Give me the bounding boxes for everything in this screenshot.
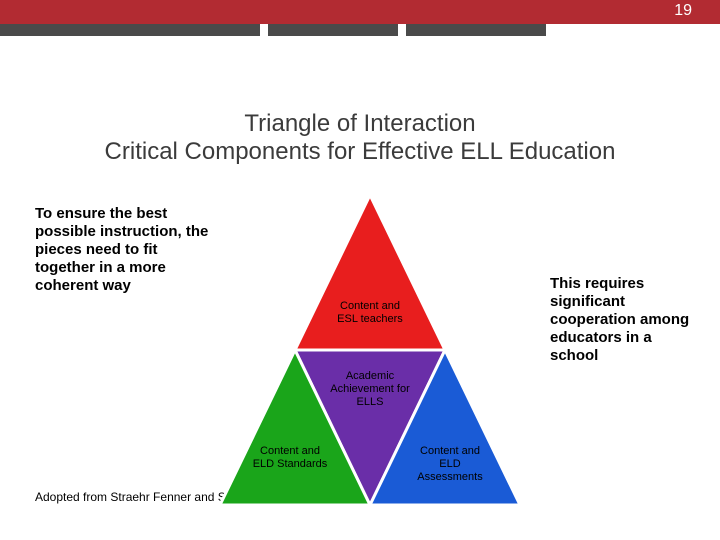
triangle-diagram: Content and ESL teachers Academic Achiev…	[220, 195, 520, 515]
title-line-1: Triangle of Interaction	[80, 110, 640, 138]
title-line-2: Critical Components for Effective ELL Ed…	[80, 138, 640, 166]
header-stripe-gray	[268, 24, 398, 36]
page-number: 19	[674, 2, 692, 20]
slide-title: Triangle of Interaction Critical Compone…	[80, 110, 640, 166]
header-stripe-red	[0, 0, 720, 24]
triangle-label-center: Academic Achievement for ELLS	[328, 370, 412, 410]
left-side-text: To ensure the best possible instruction,…	[35, 205, 215, 295]
header-stripe-gray	[406, 24, 546, 36]
header-stripe-gray	[0, 24, 260, 36]
triangle-label-left: Content and ELD Standards	[250, 445, 330, 471]
slide: 19 Triangle of Interaction Critical Comp…	[0, 0, 720, 540]
right-side-text: This requires significant cooperation am…	[550, 275, 700, 365]
triangle-label-right: Content and ELD Assessments	[408, 445, 492, 485]
triangle-label-top: Content and ESL teachers	[330, 300, 410, 326]
